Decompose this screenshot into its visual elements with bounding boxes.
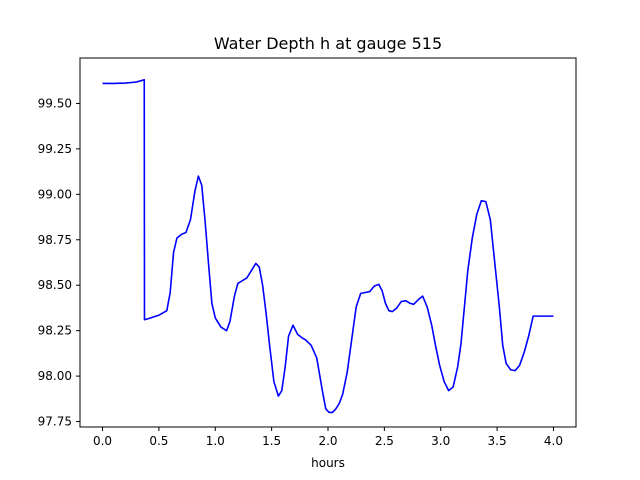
y-tick-label: 97.75 (38, 415, 72, 429)
plot-area (102, 79, 554, 414)
series-line-0 (102, 79, 554, 414)
x-tick-label: 3.0 (431, 434, 450, 448)
y-tick-label: 98.00 (38, 369, 72, 383)
x-tick-label: 0.0 (93, 434, 112, 448)
x-tick-label: 4.0 (544, 434, 563, 448)
y-tick-label: 99.00 (38, 187, 72, 201)
chart-title: Water Depth h at gauge 515 (214, 34, 442, 53)
y-tick-label: 99.25 (38, 142, 72, 156)
x-tick-label: 1.5 (262, 434, 281, 448)
x-axis-label: hours (311, 456, 345, 470)
y-tick-label: 98.75 (38, 233, 72, 247)
x-tick-label: 2.0 (318, 434, 337, 448)
x-tick-label: 0.5 (149, 434, 168, 448)
axes: 0.0 0.5 1.0 1.5 2.0 2.5 3.0 3.5 4.0 97.75 98.00 98.… (38, 57, 577, 448)
x-tick-label: 3.5 (488, 434, 507, 448)
y-tick-label: 98.25 (38, 324, 72, 338)
x-tick-label: 2.5 (375, 434, 394, 448)
x-tick-label: 1.0 (206, 434, 225, 448)
y-tick-label: 99.50 (38, 96, 72, 110)
y-tick-label: 98.50 (38, 278, 72, 292)
